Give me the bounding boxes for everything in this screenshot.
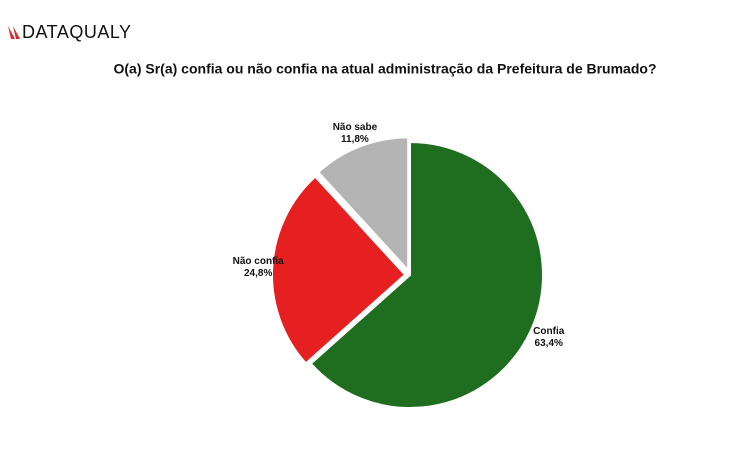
pie-slice [316,136,410,273]
pie-slice [271,175,407,365]
slice-label: Não sabe [333,122,378,133]
chart-title: O(a) Sr(a) confia ou não confia na atual… [114,61,657,77]
slice-value-label: 11,8% [341,134,369,145]
logo-icon [8,26,20,39]
pie-slice [309,140,544,409]
brand: DATAQUALY [22,22,132,42]
slice-value-label: 24,8% [244,268,272,279]
slice-label: Confia [533,326,565,337]
slice-label: Não confia [233,256,285,267]
slice-value-label: 63,4% [535,338,563,349]
